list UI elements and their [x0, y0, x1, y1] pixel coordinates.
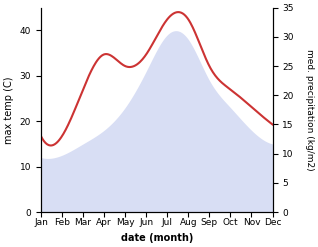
X-axis label: date (month): date (month) [121, 233, 193, 243]
Y-axis label: max temp (C): max temp (C) [4, 76, 14, 144]
Y-axis label: med. precipitation (kg/m2): med. precipitation (kg/m2) [305, 49, 314, 171]
